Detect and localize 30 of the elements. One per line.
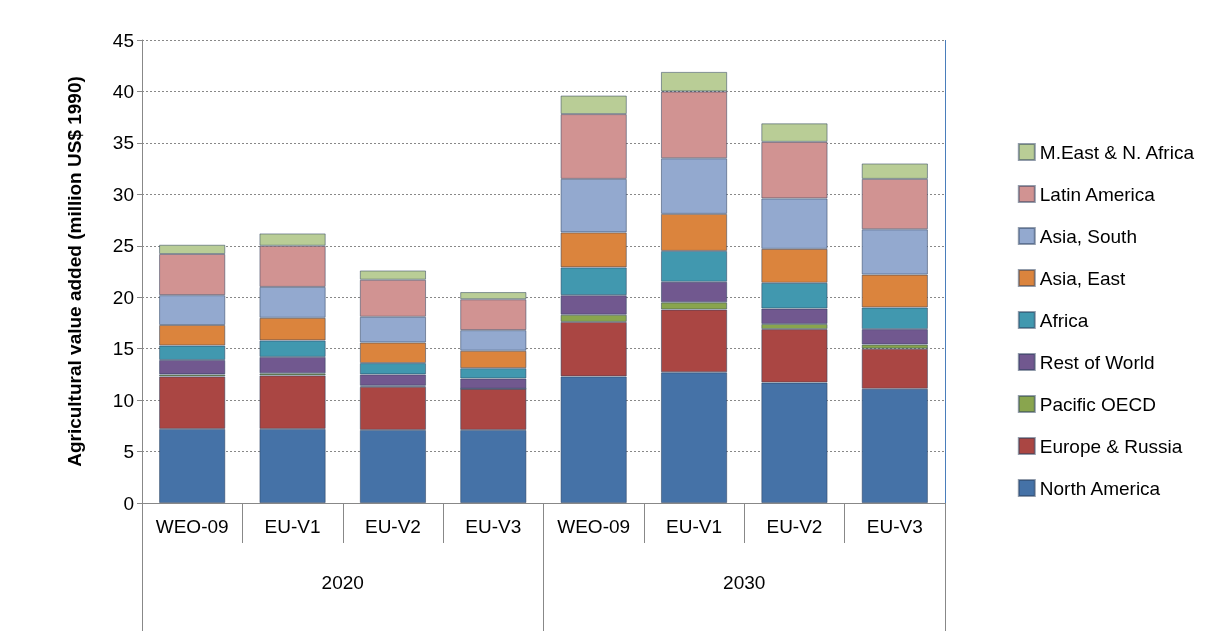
x-tick-label: WEO-09: [155, 516, 229, 537]
legend-label: Asia, East: [1039, 267, 1127, 289]
legend-label: North America: [1039, 477, 1161, 499]
x-tick-label: EU-V2: [766, 516, 823, 537]
legend-label: Pacific OECD: [1039, 393, 1156, 415]
legend-label: Europe & Russia: [1039, 435, 1183, 457]
y-tick-label: 30: [112, 183, 134, 205]
y-tick-label: 5: [123, 441, 134, 463]
x-tick-label: EU-V1: [264, 516, 321, 537]
x-tick-label: WEO-09: [557, 516, 631, 537]
x-tick-label: EU-V1: [666, 516, 723, 537]
legend-label: Africa: [1039, 309, 1089, 331]
text: 2030: [723, 572, 766, 593]
legend-label: Rest of World: [1039, 351, 1155, 373]
legend-label: M.East & N. Africa: [1039, 141, 1195, 163]
y-tick-label: 0: [123, 492, 134, 514]
y-tick-label: 10: [112, 389, 134, 411]
y-tick-label: 20: [112, 286, 134, 308]
legend-label: Latin America: [1039, 183, 1156, 205]
x-tick-label: EU-V3: [866, 516, 923, 537]
y-tick-label: 45: [112, 29, 134, 51]
y-tick-label: 25: [112, 235, 134, 257]
y-tick-label: 35: [112, 132, 134, 154]
x-tick-label: EU-V2: [364, 516, 421, 537]
y-tick-label: 15: [112, 338, 134, 360]
y-tick-label: 40: [112, 80, 134, 102]
legend-label: Asia, South: [1039, 225, 1137, 247]
x-tick-label: EU-V3: [465, 516, 522, 537]
text: 2020: [321, 572, 364, 593]
y-axis-title: Agricultural value added (million US$ 1990): [64, 76, 85, 467]
